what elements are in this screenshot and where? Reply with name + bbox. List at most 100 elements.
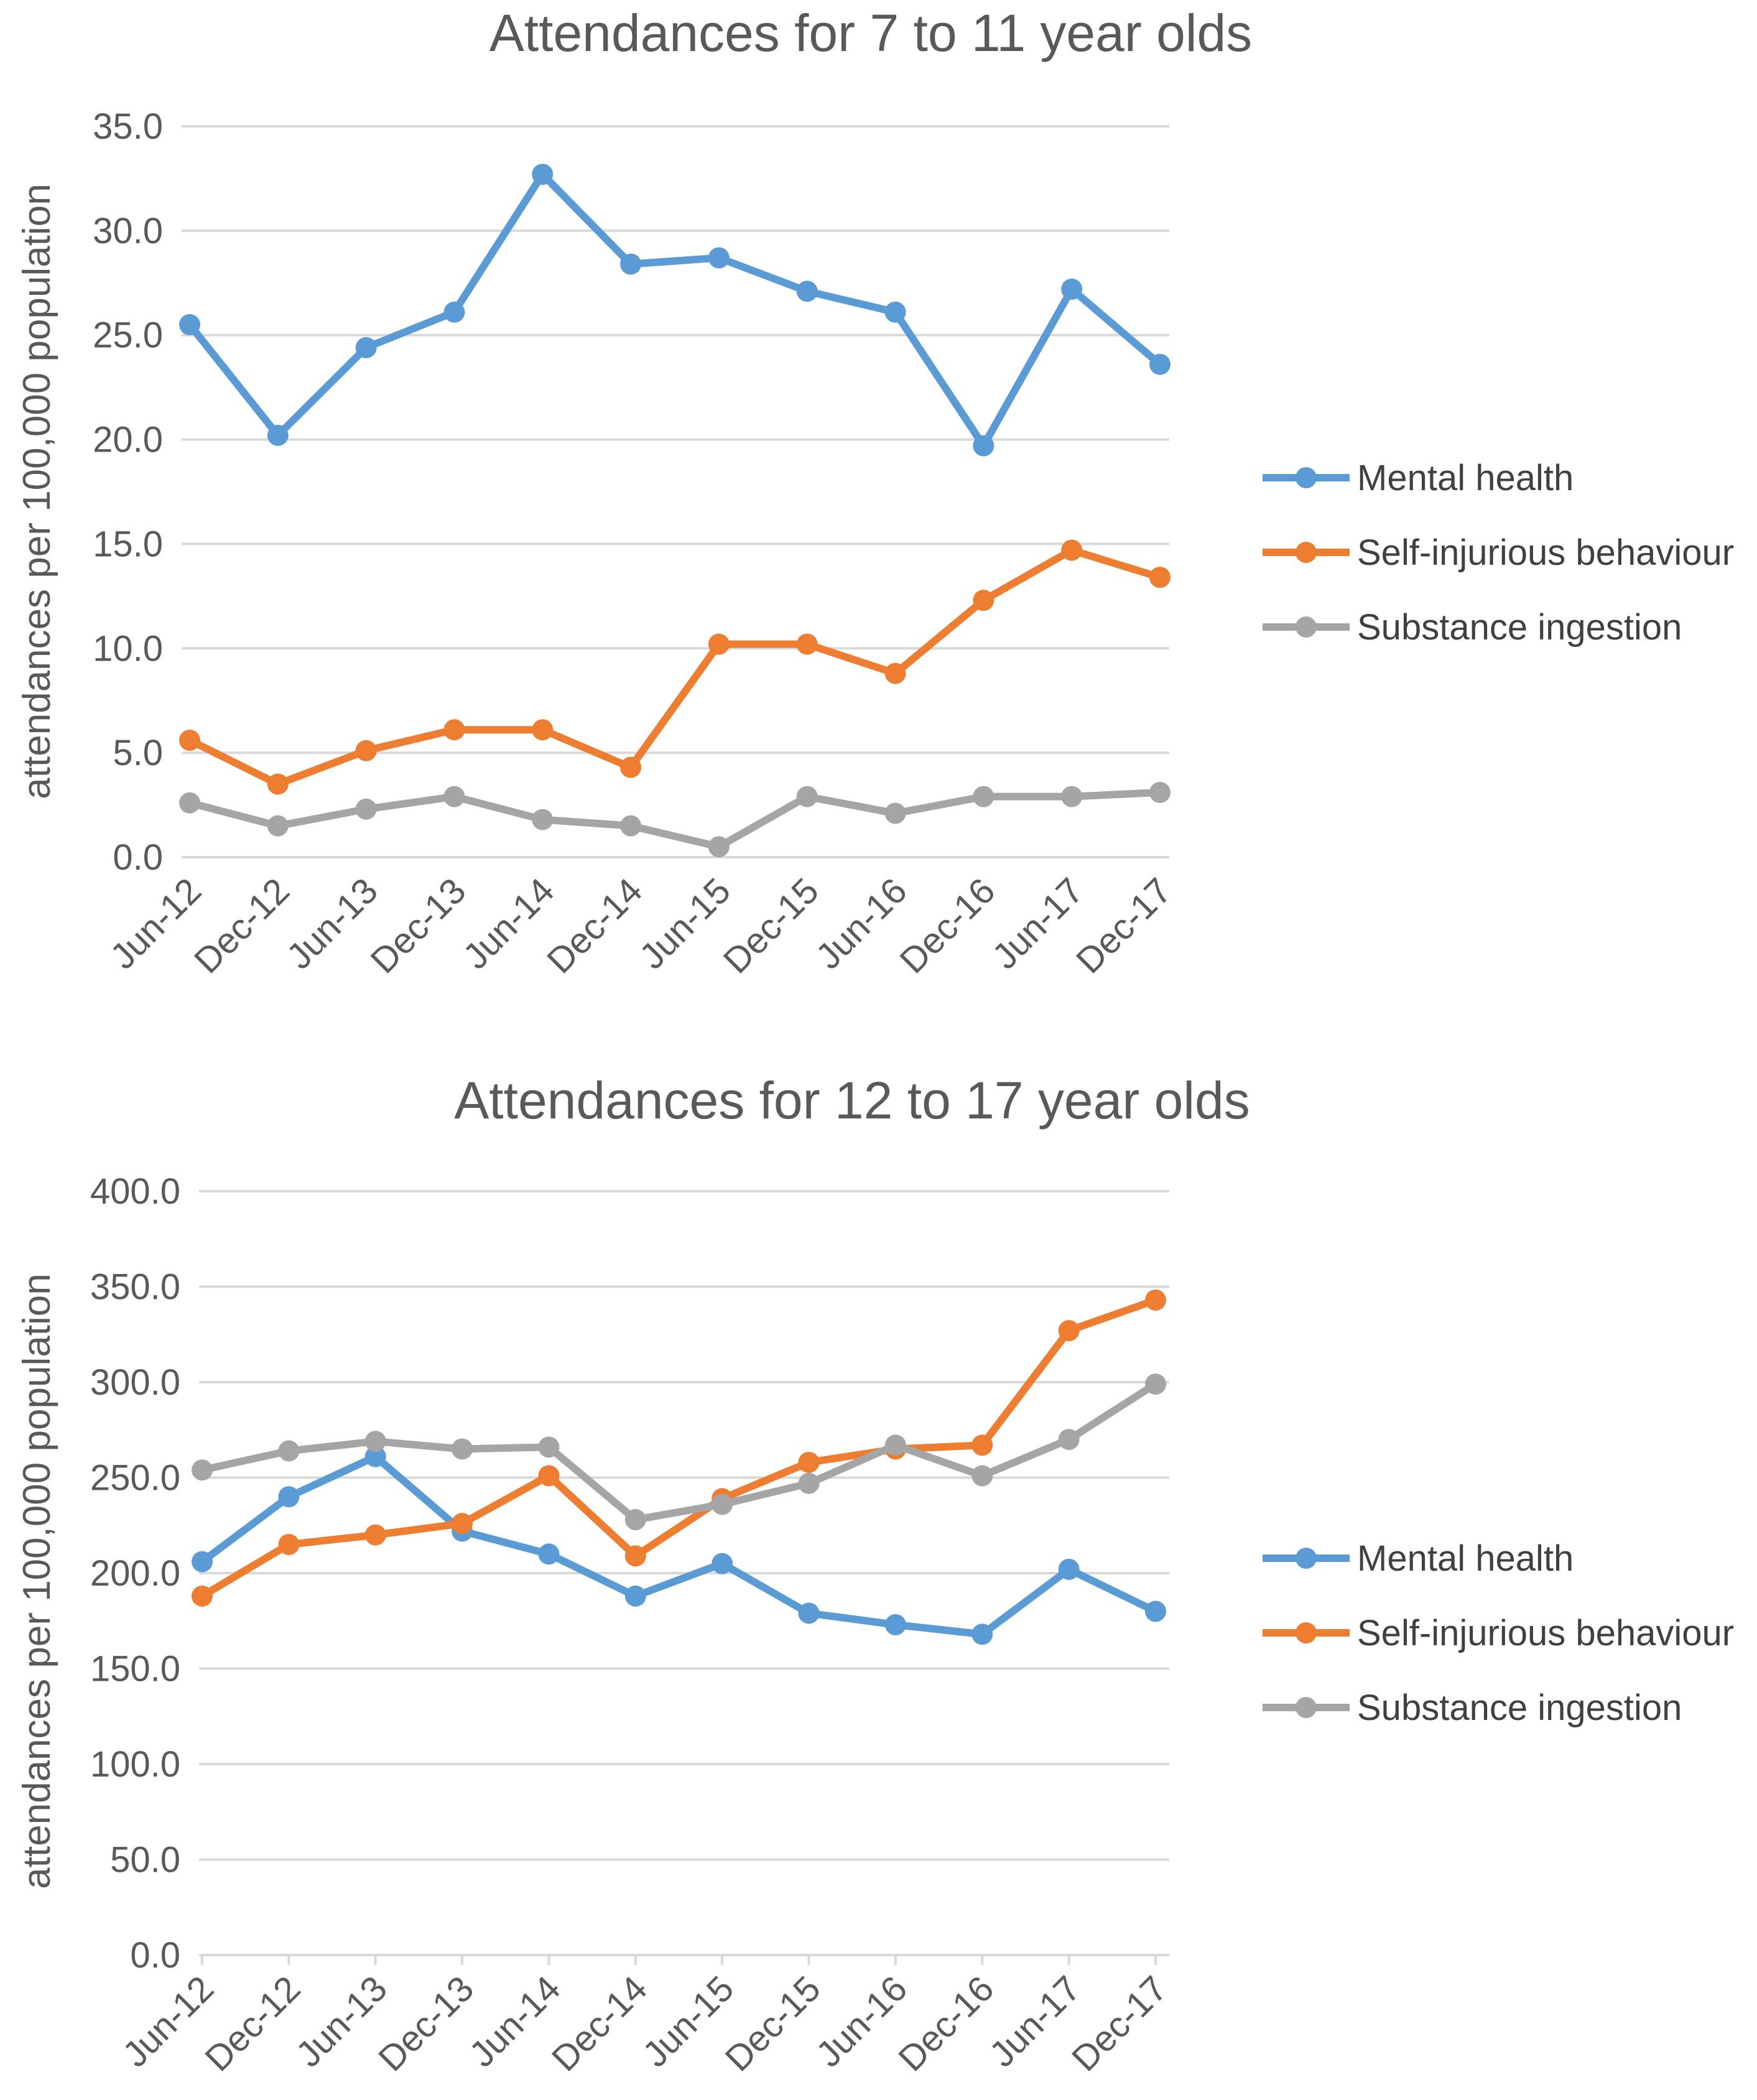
y-axis-title: attendances per 100,000 population [16, 184, 58, 799]
data-point-self-injurious-behaviour [1058, 1320, 1080, 1342]
y-tick-label: 10.0 [93, 628, 163, 669]
data-point-substance-ingestion [1149, 781, 1171, 803]
data-point-mental-health [532, 164, 554, 185]
data-point-self-injurious-behaviour [624, 1545, 646, 1567]
x-tick-label: Dec-16 [892, 870, 1003, 981]
legend-label: Mental health [1357, 1538, 1574, 1579]
data-point-mental-health [796, 281, 818, 302]
data-point-mental-health [1145, 1601, 1166, 1622]
y-tick-label: 200.0 [90, 1553, 180, 1594]
chart-12-to-17: Attendances for 12 to 17 year olds 0.0 50… [16, 1071, 1734, 2079]
data-point-mental-health [267, 424, 289, 446]
y-tick-label: 25.0 [93, 315, 163, 356]
x-tick-label: Dec-13 [371, 1968, 481, 2079]
y-tick-label: 400.0 [90, 1171, 180, 1212]
legend-label: Substance ingestion [1357, 1688, 1682, 1728]
data-point-substance-ingestion [192, 1459, 213, 1481]
chart-title: Attendances for 7 to 11 year olds [489, 4, 1253, 62]
data-point-self-injurious-behaviour [884, 662, 906, 684]
data-point-self-injurious-behaviour [971, 1434, 993, 1456]
legend-item-mental-health: Mental health [1263, 1538, 1574, 1579]
data-point-mental-health [620, 253, 642, 275]
data-point-self-injurious-behaviour [364, 1524, 386, 1546]
x-tick-label: Dec-12 [187, 870, 297, 981]
data-point-self-injurious-behaviour [452, 1513, 473, 1535]
data-point-substance-ingestion [971, 1465, 993, 1487]
y-axis-title: attendances per 100,000 population [16, 1273, 58, 1889]
data-point-mental-health [971, 1624, 993, 1645]
data-point-self-injurious-behaviour [798, 1451, 820, 1473]
data-point-mental-health [364, 1446, 386, 1467]
data-point-self-injurious-behaviour [796, 633, 818, 655]
x-tick-label: Dec-17 [1069, 870, 1179, 981]
data-point-substance-ingestion [355, 798, 377, 820]
x-tick-label: Dec-12 [197, 1968, 308, 2079]
legend-swatch-marker [1296, 1548, 1317, 1569]
x-tick-label: Jun-12 [103, 870, 209, 977]
data-point-self-injurious-behaviour [192, 1585, 213, 1607]
data-point-mental-health [624, 1585, 646, 1607]
data-point-mental-health [884, 301, 906, 323]
data-point-substance-ingestion [267, 815, 289, 837]
data-point-substance-ingestion [712, 1494, 733, 1515]
legend-item-substance-ingestion: Substance ingestion [1263, 607, 1682, 648]
y-tick-label: 50.0 [110, 1840, 180, 1880]
data-point-mental-health [973, 435, 994, 457]
data-point-substance-ingestion [624, 1509, 646, 1531]
x-tick-label: Dec-13 [363, 870, 473, 981]
y-tick-label: 5.0 [113, 733, 163, 773]
x-tick-label: Jun-17 [985, 870, 1091, 977]
data-point-mental-health [179, 314, 200, 335]
x-tick-label: Jun-16 [808, 870, 914, 977]
data-point-self-injurious-behaviour [973, 590, 994, 611]
x-tick-label: Dec-17 [1064, 1968, 1175, 2079]
data-point-self-injurious-behaviour [538, 1465, 560, 1487]
data-point-substance-ingestion [532, 809, 554, 830]
y-tick-label: 35.0 [93, 106, 163, 147]
y-tick-label: 300.0 [90, 1362, 180, 1403]
legend-label: Self-injurious behaviour [1357, 1613, 1734, 1653]
legend-swatch-marker [1296, 1697, 1317, 1718]
data-point-substance-ingestion [884, 802, 906, 824]
legend-item-mental-health: Mental health [1263, 458, 1574, 498]
data-point-self-injurious-behaviour [532, 719, 554, 741]
x-tick-label: Jun-13 [279, 870, 385, 977]
series-line-mental-health [186, 170, 1164, 450]
y-tick-label: 250.0 [90, 1458, 180, 1498]
x-tick-label: Jun-14 [455, 870, 562, 977]
data-point-self-injurious-behaviour [355, 740, 377, 761]
series-line-substance-ingestion [186, 788, 1164, 851]
data-point-substance-ingestion [620, 815, 642, 837]
data-point-self-injurious-behaviour [179, 730, 200, 751]
data-point-substance-ingestion [364, 1431, 386, 1452]
x-tick-label: Dec-14 [544, 1968, 655, 2079]
legend-item-substance-ingestion: Substance ingestion [1263, 1688, 1682, 1728]
data-point-substance-ingestion [278, 1440, 300, 1462]
y-tick-label: 150.0 [90, 1649, 180, 1689]
legend-swatch-marker [1296, 542, 1317, 563]
data-point-self-injurious-behaviour [278, 1533, 300, 1555]
data-point-self-injurious-behaviour [1149, 567, 1171, 588]
x-tick-label: Dec-15 [718, 1968, 828, 2079]
data-point-self-injurious-behaviour [443, 719, 465, 741]
data-point-substance-ingestion [179, 792, 200, 814]
data-point-self-injurious-behaviour [708, 633, 730, 655]
data-point-mental-health [1149, 353, 1171, 375]
legend-swatch-marker [1296, 616, 1317, 638]
chart-7-to-11: Attendances for 7 to 11 year olds 0.0 5.0… [16, 4, 1734, 981]
data-point-mental-health [712, 1553, 733, 1574]
series-line-self-injurious-behaviour [198, 1296, 1159, 1600]
legend-label: Substance ingestion [1357, 607, 1682, 648]
x-tick-label: Dec-14 [539, 870, 650, 981]
y-tick-label: 15.0 [93, 524, 163, 564]
legend-label: Self-injurious behaviour [1357, 532, 1734, 573]
data-point-self-injurious-behaviour [620, 756, 642, 778]
data-point-mental-health [798, 1602, 820, 1624]
data-point-substance-ingestion [796, 786, 818, 807]
data-point-mental-health [1058, 1558, 1080, 1580]
data-point-mental-health [708, 247, 730, 269]
y-tick-label: 30.0 [93, 211, 163, 251]
data-point-self-injurious-behaviour [267, 773, 289, 795]
data-point-mental-health [192, 1551, 213, 1573]
data-point-substance-ingestion [884, 1434, 906, 1456]
